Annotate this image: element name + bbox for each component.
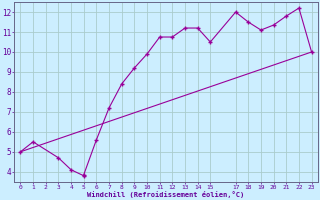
X-axis label: Windchill (Refroidissement éolien,°C): Windchill (Refroidissement éolien,°C) (87, 191, 244, 198)
